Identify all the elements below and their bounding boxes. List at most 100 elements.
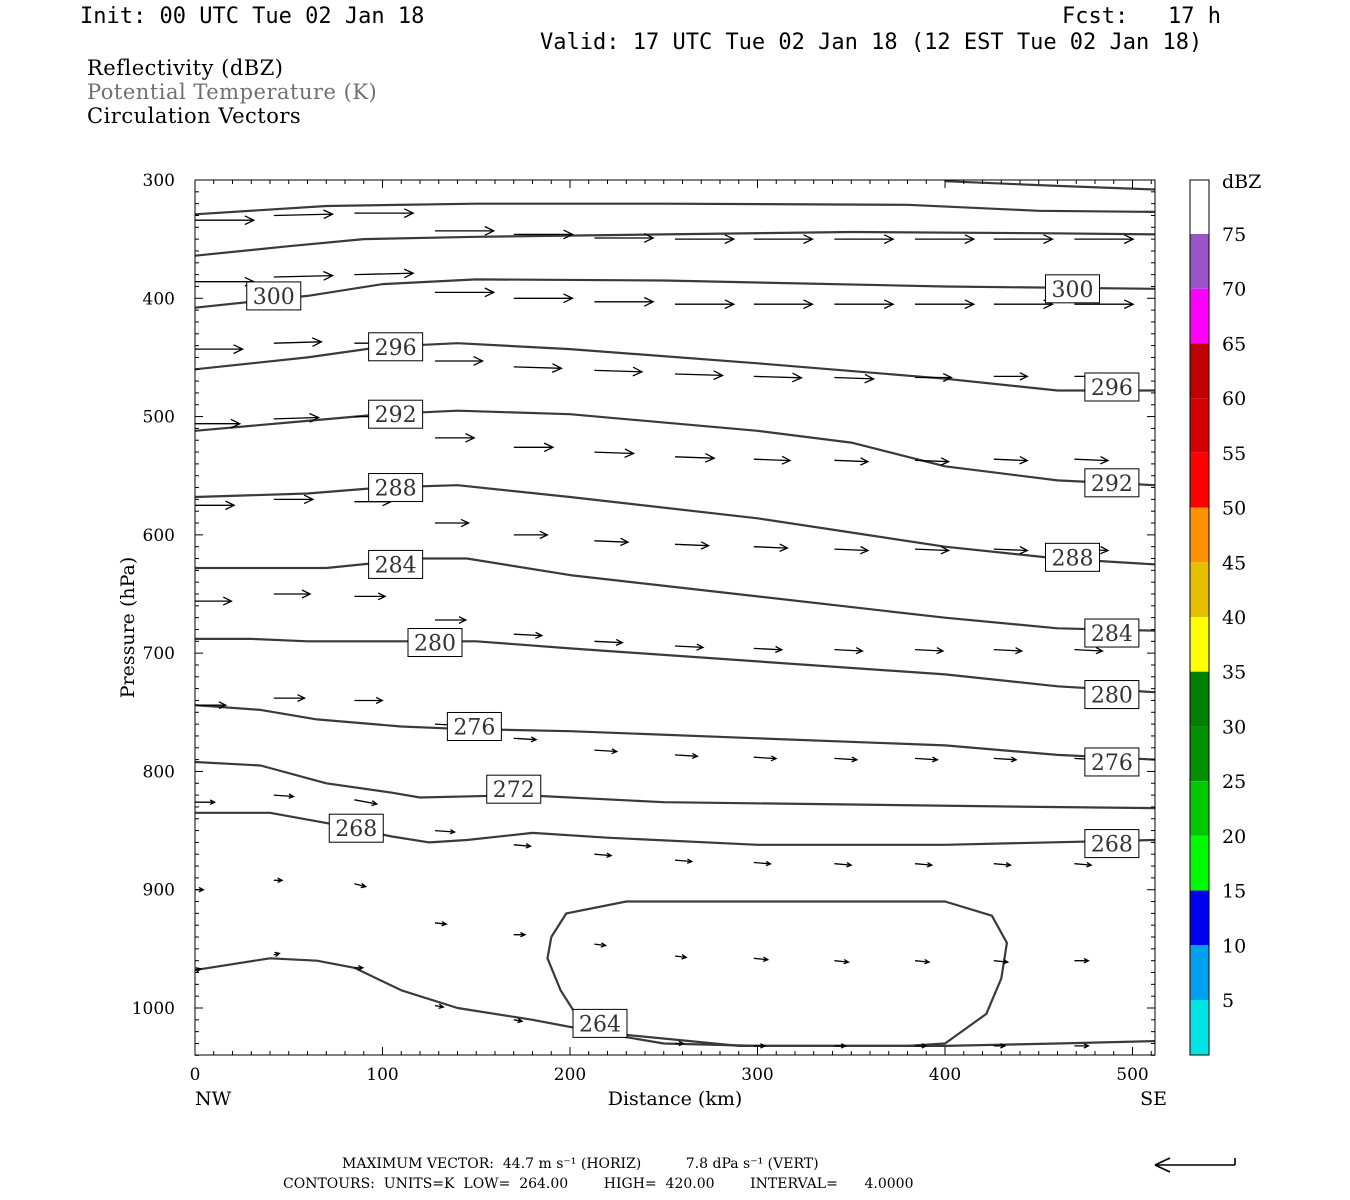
- vector-arrow: [834, 1043, 848, 1049]
- vector-arrow: [594, 748, 619, 755]
- colorbar-tick-label: 5: [1222, 990, 1234, 1012]
- x-tick-label: 400: [929, 1065, 961, 1085]
- contour-label-280: 280: [1091, 684, 1133, 709]
- colorbar-segment: [1190, 726, 1209, 782]
- colorbar-segment: [1190, 945, 1209, 1000]
- contour-label-box-288: [368, 473, 424, 503]
- y-tick-label: 400: [143, 289, 175, 309]
- vector-arrow: [273, 793, 295, 799]
- colorbar-segment: [1190, 617, 1209, 672]
- colorbar-segment: [1190, 288, 1209, 344]
- vector-arrow: [195, 500, 236, 511]
- colorbar-segment: [1190, 1000, 1209, 1055]
- vector-arrow: [753, 755, 778, 762]
- contour-label-280: 280: [414, 631, 456, 656]
- vector-arrow: [914, 457, 951, 466]
- theta-contour-276: [195, 704, 1155, 761]
- vector-arrow: [914, 958, 931, 965]
- contour-label-box-280: [1084, 680, 1140, 710]
- contour-label-284: 284: [1091, 622, 1133, 647]
- vector-arrow: [834, 862, 853, 868]
- colorbar-segment: [1190, 890, 1209, 946]
- x-tick-label: 200: [554, 1065, 586, 1085]
- theta-contour-268: [195, 811, 1155, 846]
- vector-arrow: [354, 268, 415, 279]
- vector-arrow: [834, 647, 864, 655]
- vector-arrow: [594, 233, 655, 243]
- vector-arrow: [354, 592, 387, 601]
- vector-arrow: [674, 541, 711, 550]
- theta-contour-312: [944, 180, 1155, 191]
- colorbar-segment: [1190, 671, 1209, 727]
- vector-arrow: [354, 696, 384, 705]
- colorbar-segment: [1190, 452, 1209, 508]
- vector-arrow: [1074, 456, 1110, 465]
- contour-label-276: 276: [453, 715, 495, 740]
- vector-arrow: [273, 589, 312, 599]
- theta-contour-300: [195, 278, 1155, 309]
- contour-label-box-296: [368, 332, 424, 362]
- vector-arrow: [435, 287, 496, 298]
- vector-arrow: [993, 234, 1054, 245]
- vector-arrow: [674, 453, 716, 463]
- contour-label-284: 284: [375, 553, 417, 578]
- vector-arrow: [435, 433, 476, 443]
- vector-arrow: [354, 208, 415, 219]
- vector-arrow: [675, 299, 736, 310]
- theta-contour-308: [195, 202, 1155, 216]
- colorbar-tick-label: 70: [1222, 279, 1246, 301]
- vector-arrow: [834, 457, 870, 466]
- colorbar-tick-label: 40: [1222, 607, 1246, 629]
- vector-arrow: [195, 418, 242, 429]
- vector-arrow: [915, 373, 953, 383]
- init-time: Init: 00 UTC Tue 02 Jan 18: [80, 4, 425, 29]
- vector-arrow: [993, 545, 1029, 555]
- vector-arrow: [273, 951, 281, 958]
- vector-arrow: [993, 372, 1029, 381]
- vector-arrow: [273, 412, 321, 423]
- vector-arrow: [1074, 862, 1093, 868]
- vector-arrow: [914, 647, 945, 655]
- circulation-vectors: [195, 208, 1135, 1049]
- y-tick-label: 900: [143, 881, 175, 901]
- colorbar-segment: [1190, 835, 1209, 891]
- vector-arrow: [513, 631, 544, 639]
- vector-arrow: [993, 299, 1055, 310]
- colorbar: dBZ 75 70 65 60 55 50 45 40 35 30 25 20 15 10 5: [1189, 171, 1261, 1056]
- y-tick-label: 500: [143, 408, 175, 428]
- vector-arrow: [914, 545, 951, 555]
- colorbar-segment: [1190, 234, 1209, 289]
- y-tick-label: 300: [143, 171, 175, 191]
- colorbar-tick-label: 65: [1222, 333, 1246, 355]
- vector-arrow: [513, 931, 527, 938]
- vector-arrow: [513, 229, 574, 240]
- legend-circulation-vectors: Circulation Vectors: [87, 104, 302, 128]
- theta-contour-284: [195, 557, 1155, 632]
- vector-arrow: [1074, 1043, 1090, 1049]
- vector-arrow: [834, 373, 876, 384]
- colorbar-tick-label: 55: [1222, 443, 1246, 465]
- vector-arrow: [195, 215, 256, 226]
- vector-arrow: [915, 1043, 928, 1049]
- colorbar-tick-label: 15: [1222, 881, 1246, 903]
- contour-label-box-292: [368, 399, 424, 429]
- vector-arrow: [753, 455, 792, 465]
- vector-arrow: [195, 967, 203, 973]
- theta-contours: [195, 180, 1155, 1048]
- theta-contour-292: [195, 409, 1155, 487]
- contour-label-box-268: [1084, 829, 1140, 859]
- vector-arrow: [513, 1017, 524, 1024]
- y-tick-label: 800: [143, 762, 175, 782]
- contour-label-264: 264: [579, 1012, 621, 1037]
- vector-arrow: [594, 448, 636, 458]
- vector-arrow: [834, 545, 870, 555]
- vector-arrow: [753, 372, 803, 383]
- vector-arrow: [195, 596, 233, 606]
- vector-arrow: [675, 234, 736, 245]
- vector-arrow: [993, 756, 1018, 763]
- vector-arrow: [594, 942, 608, 948]
- vector-arrow: [435, 356, 485, 366]
- contour-label-box-276: [1084, 747, 1140, 777]
- contour-label-box-288: [1045, 542, 1100, 572]
